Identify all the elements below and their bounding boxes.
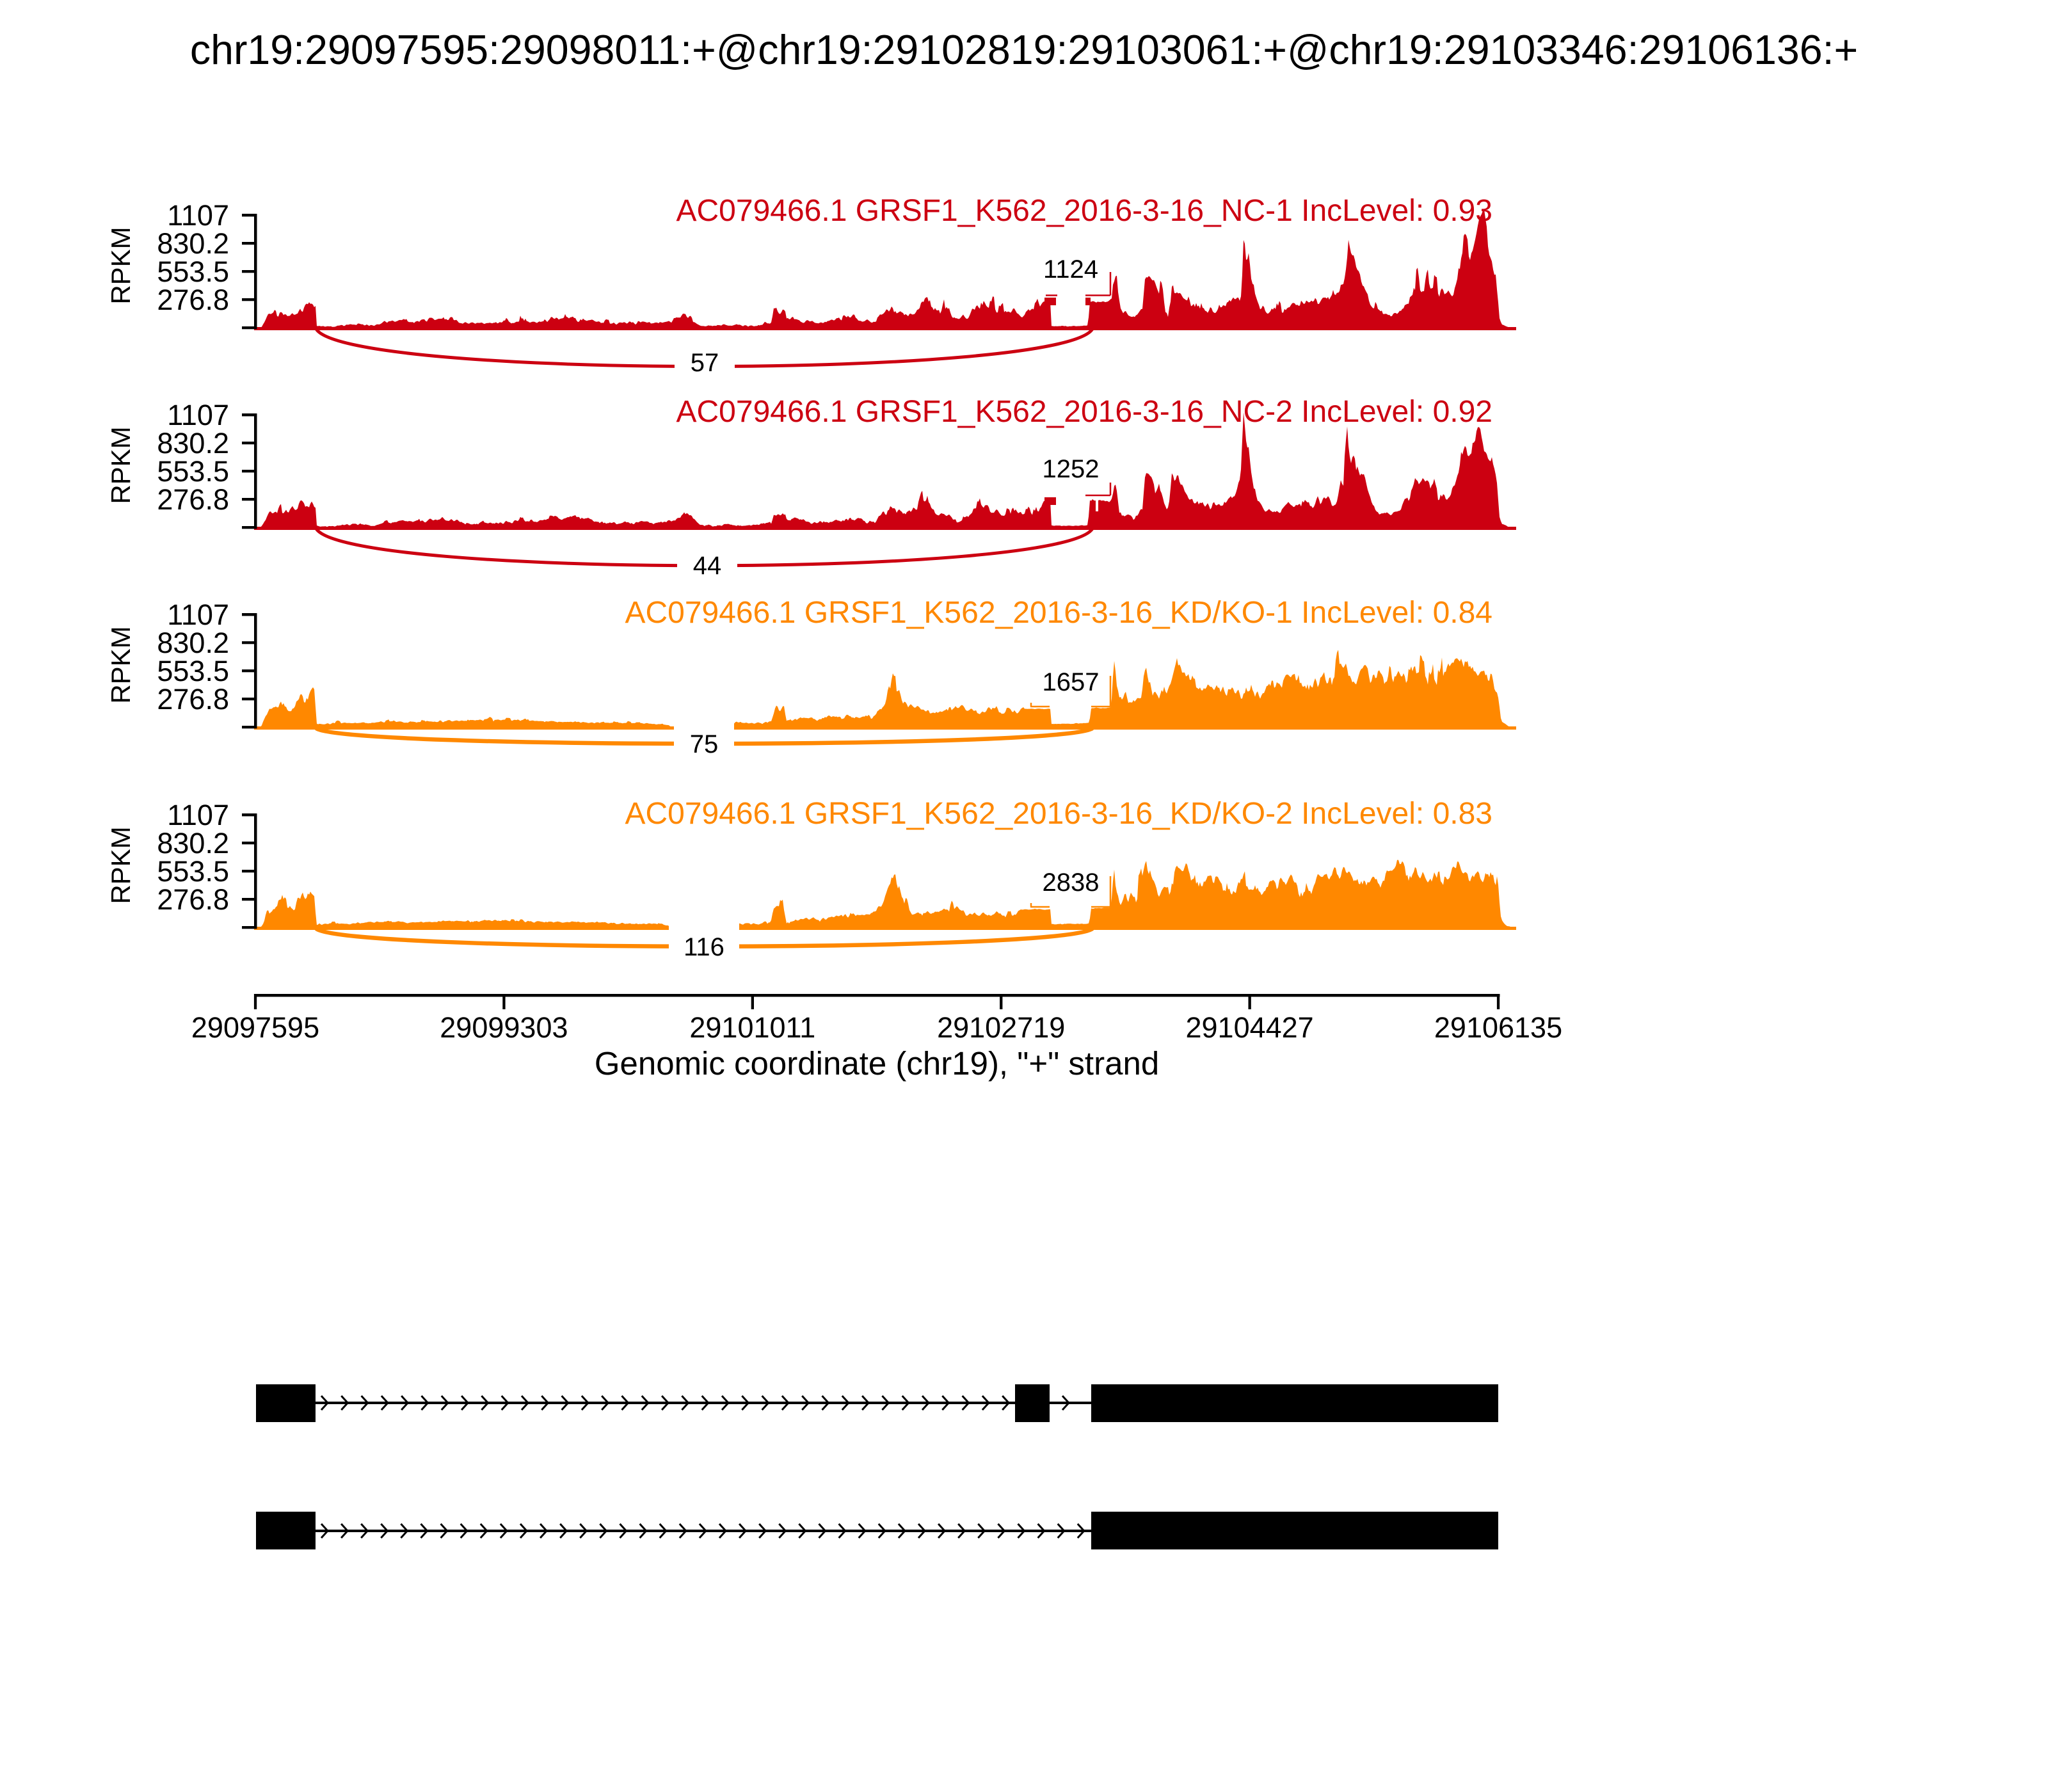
svg-text:29104427: 29104427 [1185,1011,1313,1044]
svg-text:1107: 1107 [167,399,229,431]
svg-text:75: 75 [690,730,719,758]
svg-text:1657: 1657 [1043,668,1100,696]
svg-text:553.5: 553.5 [157,655,229,687]
svg-text:29102719: 29102719 [937,1011,1065,1044]
svg-text:AC079466.1 GRSF1_K562_2016-3-1: AC079466.1 GRSF1_K562_2016-3-16_KD/KO-2 … [625,797,1492,831]
svg-text:276.8: 276.8 [157,284,229,316]
svg-text:830.2: 830.2 [157,827,229,860]
svg-text:RPKM: RPKM [106,826,136,904]
svg-text:29099303: 29099303 [440,1011,568,1044]
svg-text:116: 116 [684,933,724,961]
svg-text:553.5: 553.5 [157,255,229,288]
svg-text:553.5: 553.5 [157,855,229,888]
svg-text:830.2: 830.2 [157,427,229,460]
svg-text:830.2: 830.2 [157,627,229,659]
svg-text:29106135: 29106135 [1434,1011,1562,1044]
svg-text:1124: 1124 [1043,255,1098,284]
svg-text:2838: 2838 [1043,868,1100,897]
svg-text:AC079466.1 GRSF1_K562_2016-3-1: AC079466.1 GRSF1_K562_2016-3-16_KD/KO-1 … [625,596,1492,630]
svg-text:Genomic coordinate (chr19), "+: Genomic coordinate (chr19), "+" strand [595,1045,1159,1082]
svg-text:chr19:29097595:29098011:+@chr1: chr19:29097595:29098011:+@chr19:29102819… [190,27,1858,73]
svg-text:RPKM: RPKM [106,227,136,304]
svg-text:276.8: 276.8 [157,683,229,716]
svg-text:276.8: 276.8 [157,483,229,516]
svg-text:1107: 1107 [167,598,229,631]
svg-text:29101011: 29101011 [689,1011,815,1044]
svg-text:57: 57 [691,349,719,377]
svg-text:1107: 1107 [167,799,229,831]
svg-text:RPKM: RPKM [106,626,136,703]
svg-text:44: 44 [693,552,722,580]
svg-text:276.8: 276.8 [157,883,229,916]
svg-text:1252: 1252 [1043,455,1100,483]
svg-text:AC079466.1 GRSF1_K562_2016-3-1: AC079466.1 GRSF1_K562_2016-3-16_NC-1 Inc… [676,194,1493,228]
svg-text:1107: 1107 [167,199,229,232]
svg-text:830.2: 830.2 [157,227,229,260]
svg-text:553.5: 553.5 [157,455,229,488]
svg-text:RPKM: RPKM [106,426,136,504]
svg-text:29097595: 29097595 [191,1011,319,1044]
svg-text:AC079466.1 GRSF1_K562_2016-3-1: AC079466.1 GRSF1_K562_2016-3-16_NC-2 Inc… [676,395,1493,429]
